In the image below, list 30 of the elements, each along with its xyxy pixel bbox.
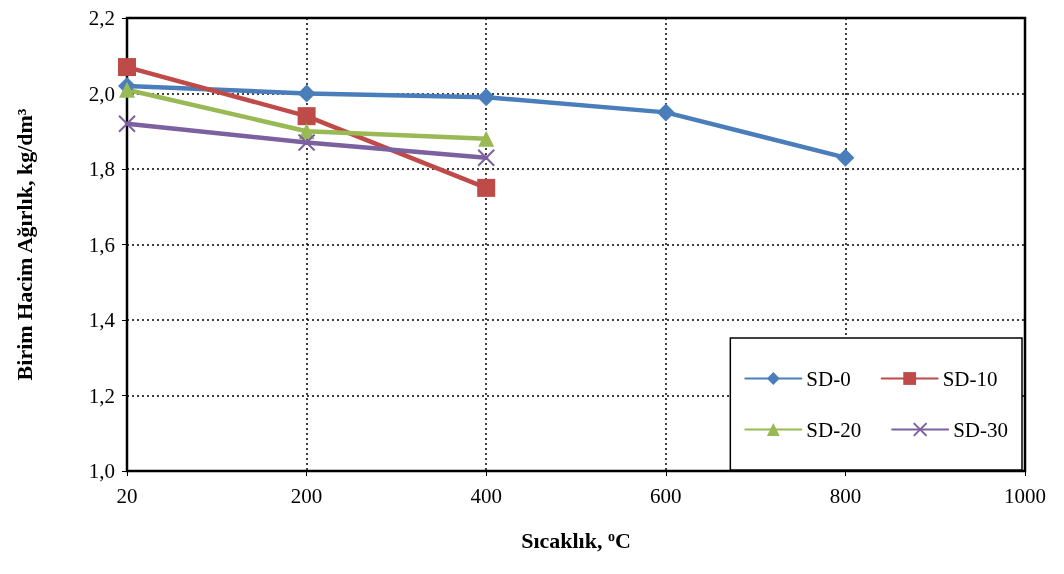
- legend-label: SD-20: [806, 417, 862, 442]
- point: [297, 84, 316, 103]
- y-tick-label: 1,6: [88, 232, 115, 257]
- x-tick-label: 20: [116, 483, 138, 508]
- x-tick-label: 1000: [1004, 483, 1046, 508]
- point: [477, 88, 496, 107]
- point: [477, 178, 496, 197]
- y-tick-label: 1,0: [88, 459, 115, 483]
- point: [118, 114, 136, 133]
- point: [119, 81, 135, 98]
- x-tick-label: 600: [650, 483, 682, 508]
- y-tick-label: 1,4: [88, 308, 116, 332]
- x-tick-label: 200: [290, 483, 323, 508]
- point: [477, 148, 496, 167]
- point: [297, 107, 316, 126]
- y-tick-label: 1,8: [88, 157, 115, 181]
- legend-label: SD-30: [953, 417, 1009, 442]
- y-tick-label: 1,2: [88, 383, 115, 408]
- x-tick-label: 400: [470, 483, 502, 508]
- y-tick-label: 2,2: [88, 6, 115, 30]
- y-axis-title: Birim Hacim Ağırlık, kg/dm³: [11, 108, 37, 381]
- x-tick-label: 800: [829, 483, 862, 508]
- point: [297, 133, 316, 152]
- legend-label: SD-10: [942, 366, 998, 391]
- point: [478, 130, 495, 147]
- legend-label: SD-0: [806, 366, 851, 391]
- point: [836, 148, 855, 167]
- y-tick-label: 2,0: [88, 81, 115, 106]
- point: [656, 103, 675, 122]
- point: [118, 58, 136, 77]
